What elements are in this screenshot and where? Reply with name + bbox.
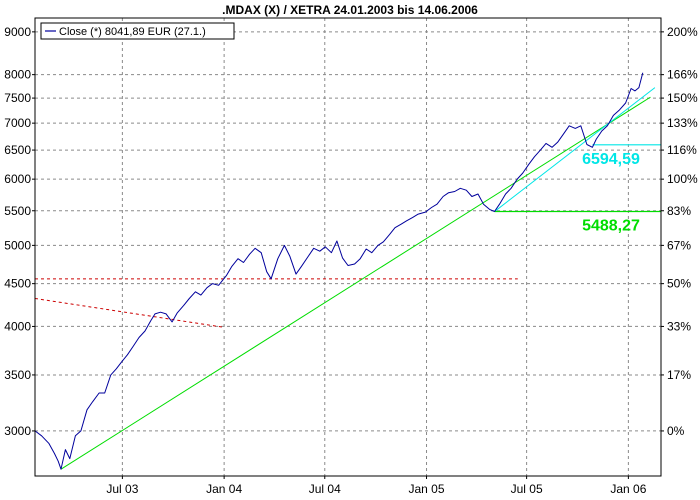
chart-title: .MDAX (X) / XETRA 24.01.2003 bis 14.06.2… bbox=[222, 3, 478, 17]
y-tick-label-right: 100% bbox=[667, 172, 698, 186]
y-tick-label-right: 200% bbox=[667, 25, 698, 39]
cyan-support-label: 6594,59 bbox=[582, 151, 640, 168]
series-line-close bbox=[34, 72, 644, 470]
y-tick-label-right: 133% bbox=[667, 116, 698, 130]
y-tick-label-right: 150% bbox=[667, 91, 698, 105]
y-tick-label-right: 67% bbox=[667, 238, 691, 252]
y-tick-label-right: 33% bbox=[667, 319, 691, 333]
y-tick-label-left: 6000 bbox=[4, 172, 31, 186]
legend-label: Close (*) 8041,89 EUR (27.1.) bbox=[59, 26, 206, 38]
y-tick-label-right: 0% bbox=[667, 424, 685, 438]
y-tick-label-left: 4000 bbox=[4, 319, 31, 333]
y-tick-label-left: 7000 bbox=[4, 116, 31, 130]
cyan-trendline bbox=[494, 87, 656, 212]
x-tick-label: Jul 05 bbox=[511, 482, 543, 496]
y-tick-label-left: 9000 bbox=[4, 25, 31, 39]
green-support-label: 5488,27 bbox=[582, 218, 640, 235]
y-tick-label-left: 3000 bbox=[4, 424, 31, 438]
y-tick-label-left: 7500 bbox=[4, 91, 31, 105]
x-tick-label: Jan 05 bbox=[409, 482, 445, 496]
overlay-lines bbox=[34, 87, 661, 470]
y-tick-label-left: 8000 bbox=[4, 68, 31, 82]
x-tick-label: Jul 04 bbox=[309, 482, 341, 496]
x-tick-label: Jul 03 bbox=[106, 482, 138, 496]
axes: 3000 3500 4000 4500 5000 5500 6000 6500 7000 7500… bbox=[4, 25, 698, 496]
x-tick-label: Jan 06 bbox=[610, 482, 646, 496]
y-tick-label-right: 166% bbox=[667, 68, 698, 82]
grid bbox=[35, 18, 661, 476]
y-tick-label-right: 17% bbox=[667, 368, 691, 382]
legend-box bbox=[40, 22, 235, 40]
y-tick-label-left: 4500 bbox=[4, 277, 31, 291]
y-tick-label-left: 5000 bbox=[4, 238, 31, 252]
y-tick-label-left: 6500 bbox=[4, 143, 31, 157]
red-dashed-diagonal bbox=[34, 297, 225, 328]
plot-frame bbox=[34, 17, 662, 477]
y-tick-label-right: 50% bbox=[667, 277, 691, 291]
series bbox=[34, 72, 644, 470]
annotations: 5488,27 6594,59 bbox=[582, 151, 640, 235]
green-trendline bbox=[60, 96, 651, 470]
y-tick-label-left: 5500 bbox=[4, 204, 31, 218]
y-tick-label-left: 3500 bbox=[4, 368, 31, 382]
legend: Close (*) 8041,89 EUR (27.1.) bbox=[40, 22, 235, 40]
y-tick-label-right: 116% bbox=[667, 143, 697, 157]
x-tick-label: Jan 04 bbox=[206, 482, 242, 496]
y-tick-label-right: 83% bbox=[667, 204, 691, 218]
